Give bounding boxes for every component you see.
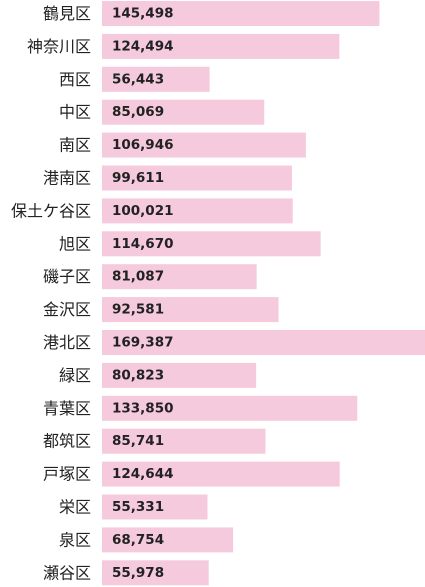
bar-12 (102, 395, 358, 421)
bar-4 (102, 132, 306, 158)
value-label-15: 55,331 (112, 499, 164, 515)
bar-6 (102, 198, 293, 224)
bar-2 (102, 66, 210, 92)
value-label-14: 124,644 (112, 466, 174, 482)
bar-0 (102, 1, 380, 26)
bar-10 (102, 330, 425, 355)
value-label-17: 55,978 (112, 565, 164, 581)
value-label-11: 80,823 (112, 367, 164, 383)
category-label-14: 戸塚区 (43, 465, 91, 484)
category-label-4: 南区 (59, 136, 91, 155)
bar-11 (102, 362, 257, 388)
category-label-13: 都筑区 (43, 432, 91, 451)
value-label-16: 68,754 (112, 532, 164, 548)
category-label-12: 青葉区 (43, 399, 91, 418)
category-label-16: 泉区 (59, 530, 91, 549)
category-label-17: 瀬谷区 (43, 563, 91, 582)
category-label-11: 緑区 (59, 366, 91, 385)
bar-8 (102, 264, 257, 290)
bar-16 (102, 527, 234, 553)
bar-17 (102, 560, 209, 586)
category-label-2: 西区 (59, 70, 91, 89)
value-label-13: 85,741 (112, 433, 164, 449)
bar-9 (102, 297, 279, 323)
bar-14 (102, 461, 340, 487)
value-label-10: 169,387 (112, 335, 174, 351)
bar-13 (102, 428, 266, 454)
labels-layer: 鶴見区 145,498 神奈川区 124,494 西区 56,443 中区 85,069 南区 1… (11, 4, 174, 582)
category-label-15: 栄区 (59, 498, 91, 517)
category-label-8: 磯子区 (43, 267, 91, 286)
value-label-12: 133,850 (112, 400, 174, 416)
value-label-0: 145,498 (112, 6, 174, 22)
value-label-8: 81,087 (112, 269, 164, 285)
bar-15 (102, 494, 208, 520)
category-label-10: 港北区 (43, 333, 91, 352)
value-label-7: 114,670 (112, 236, 174, 252)
category-label-0: 鶴見区 (43, 4, 91, 23)
bars-layer (102, 1, 425, 586)
category-label-9: 金沢区 (43, 300, 91, 319)
value-label-4: 106,946 (112, 137, 174, 153)
value-label-9: 92,581 (112, 302, 164, 318)
category-label-1: 神奈川区 (27, 37, 91, 56)
value-label-1: 124,494 (112, 38, 174, 54)
category-label-3: 中区 (59, 103, 91, 122)
value-label-2: 56,443 (112, 71, 164, 87)
category-label-5: 港南区 (43, 169, 91, 188)
category-label-6: 保土ケ谷区 (11, 201, 91, 220)
category-label-7: 旭区 (59, 234, 91, 253)
bar-1 (102, 33, 340, 59)
bar-3 (102, 99, 265, 125)
bar-7 (102, 231, 321, 257)
value-label-3: 85,069 (112, 104, 164, 120)
value-label-5: 99,611 (112, 170, 164, 186)
value-label-6: 100,021 (112, 203, 174, 219)
bar-5 (102, 165, 292, 191)
